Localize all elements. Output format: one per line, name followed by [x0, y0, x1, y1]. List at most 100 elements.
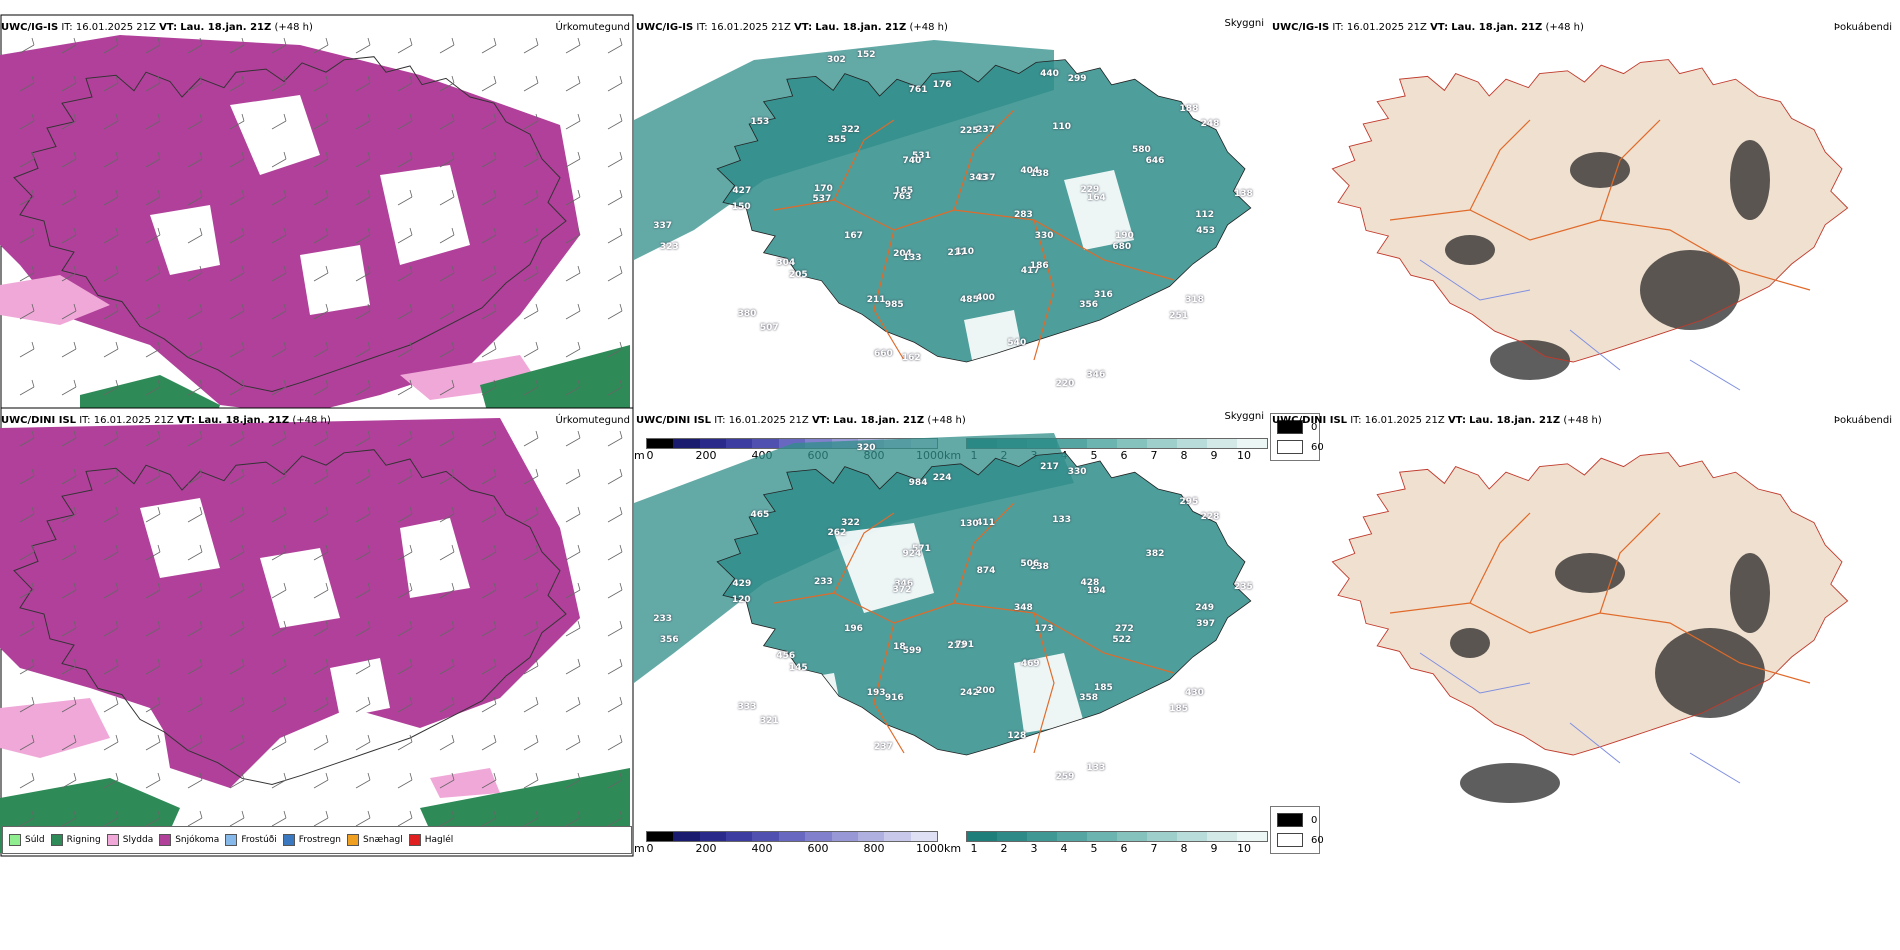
legend-label: Súld — [25, 835, 45, 845]
ceiling-value: 874 — [976, 565, 996, 576]
fog-patch — [1555, 553, 1625, 593]
visibility-tick: 6 — [1120, 449, 1128, 462]
ceiling-value: 428 — [1080, 577, 1100, 588]
ceiling-value: 213 — [947, 640, 967, 651]
land-visibility — [717, 452, 1251, 755]
legend-label: Frostúði — [241, 835, 277, 845]
valid-time: Lau. 18.jan. 21Z — [1469, 415, 1561, 426]
ceiling-value: 251 — [1169, 310, 1189, 321]
legend-swatch — [347, 834, 360, 846]
legend-label: Slydda — [122, 835, 154, 845]
legend-swatch — [106, 834, 119, 846]
ceiling-value: 190 — [1115, 230, 1134, 241]
ceiling-value: 233 — [653, 613, 673, 624]
land-visibility — [717, 59, 1251, 362]
lead-time: (+48 h) — [1563, 415, 1602, 426]
fog-patch — [1730, 140, 1770, 220]
land-area — [1332, 452, 1848, 755]
ceiling-tick: 400 — [751, 842, 773, 855]
visibility-tick: 10 — [1237, 842, 1251, 855]
ceiling-value: 18 — [893, 642, 906, 653]
ceiling-value: 358 — [1079, 692, 1099, 703]
fog-legend-item: 0 — [1277, 420, 1317, 434]
model-name: UWC/IG-IS — [636, 22, 694, 33]
legend-label: Snæhagl — [363, 835, 403, 845]
panel-header: UWC/IG-IS IT: 16.01.2025 21Z VT: Lau. 18… — [1, 22, 313, 33]
fog-panel-title: Þokuábendi — [1833, 415, 1892, 426]
ceiling-value: 333 — [737, 701, 757, 712]
ceiling-value: 153 — [750, 117, 770, 128]
ceiling-value: 507 — [759, 322, 779, 333]
valid-prefix: VT: — [176, 415, 195, 426]
visibility-tick: 9 — [1210, 449, 1218, 462]
ceiling-value: 411 — [976, 517, 995, 528]
visibility-map — [634, 433, 1252, 756]
ceiling-value: 740 — [902, 156, 922, 167]
legend-item: Haglél — [408, 834, 454, 846]
ceiling-value: 110 — [1052, 121, 1072, 132]
issue-time: IT: 16.01.2025 21Z — [1332, 22, 1427, 33]
ceiling-value: 440 — [1040, 68, 1059, 79]
precip-map — [0, 14, 634, 464]
visibility-colorbar: km 1 2 3 4 5 6 7 8 9 10 — [944, 831, 1269, 857]
fog-legend-label: 60 — [1311, 834, 1324, 846]
visibility-map — [634, 40, 1252, 370]
ceiling-value: 145 — [788, 662, 808, 673]
road-network — [773, 109, 1175, 361]
visibility-tick: 10 — [1237, 449, 1251, 462]
ceiling-value: 185 — [1169, 703, 1189, 714]
ceiling-value: 646 — [1145, 156, 1165, 167]
ceiling-value: 400 — [976, 292, 995, 303]
valid-time: Lau. 18.jan. 21Z — [198, 415, 290, 426]
ceiling-value: 453 — [1196, 225, 1216, 236]
ceiling-value: 211 — [866, 295, 886, 306]
ceiling-tick: 200 — [695, 449, 717, 462]
issue-time: IT: 16.01.2025 21Z — [1350, 415, 1445, 426]
legend-swatch — [9, 834, 21, 846]
ceiling-value: 372 — [892, 584, 912, 595]
ceiling-value: 397 — [1196, 618, 1216, 629]
visibility-tick: 2 — [1000, 842, 1008, 855]
ceiling-value: 176 — [932, 80, 952, 91]
rivers — [1419, 259, 1741, 391]
legend-swatch — [50, 834, 63, 846]
ceiling-value: 337 — [653, 220, 673, 231]
issue-time: IT: 16.01.2025 21Z — [714, 415, 809, 426]
coastline — [716, 452, 1252, 756]
model-name: UWC/DINI ISL — [636, 415, 712, 426]
lead-time: (+48 h) — [1545, 22, 1584, 33]
ceiling-value: 238 — [1030, 562, 1049, 573]
road-network — [773, 502, 1175, 754]
fog-legend-label: 0 — [1311, 421, 1318, 433]
ceiling-value: 193 — [866, 688, 886, 699]
fog-panel-title: Þokuábendi — [1833, 22, 1892, 33]
legend-label: Haglél — [424, 835, 454, 845]
ceiling-value: 235 — [1234, 581, 1253, 592]
valid-prefix: VT: — [1430, 22, 1449, 33]
legend-swatch — [282, 834, 295, 846]
legend-item: Frostúði — [225, 834, 277, 846]
ceiling-value: 167 — [844, 231, 863, 242]
rivers — [1419, 652, 1741, 784]
ceiling-value: 343 — [969, 173, 988, 184]
visibility-tick: 3 — [1030, 842, 1038, 855]
ceiling-value: 249 — [1195, 602, 1215, 613]
valid-prefix: VT: — [794, 22, 813, 33]
ceiling-value: 356 — [659, 634, 679, 645]
ceiling-value: 791 — [955, 640, 974, 651]
ceiling-value: 348 — [1014, 603, 1033, 613]
visibility-tick: 1 — [970, 842, 978, 855]
ceiling-tick: 800 — [863, 842, 885, 855]
ceiling-value: 188 — [1179, 103, 1199, 114]
ceiling-value: 356 — [1079, 299, 1099, 310]
legend-item: Súld — [9, 834, 45, 846]
ceiling-value: 185 — [1093, 683, 1113, 694]
ceiling-tick: 600 — [807, 842, 829, 855]
legend-label: Snjókoma — [175, 835, 220, 845]
ceiling-value: 506 — [1020, 558, 1040, 569]
ceiling-value: 259 — [1055, 772, 1075, 783]
ceiling-value: 233 — [814, 576, 833, 587]
ceiling-value: 540 — [1007, 337, 1027, 348]
ceiling-value: 427 — [732, 185, 752, 196]
fog-legend-swatch — [1277, 420, 1303, 434]
